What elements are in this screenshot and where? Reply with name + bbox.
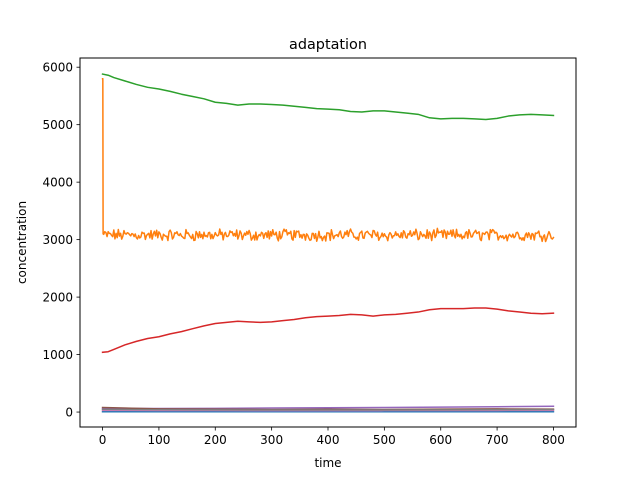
y-tick-label: 3000 xyxy=(42,233,73,247)
x-tick-label: 0 xyxy=(99,433,107,447)
y-tick-label: 6000 xyxy=(42,60,73,74)
y-axis-label: concentration xyxy=(15,201,29,284)
series-line-2 xyxy=(101,77,555,243)
y-tick-label: 4000 xyxy=(42,175,73,189)
x-tick-label: 200 xyxy=(204,433,227,447)
x-axis-ticks: 0 100 200 300 400 500 600 700 800 xyxy=(99,427,565,447)
series-line-3 xyxy=(101,73,555,121)
y-tick-label: 0 xyxy=(65,405,73,419)
x-tick-label: 800 xyxy=(542,433,565,447)
x-tick-label: 100 xyxy=(147,433,170,447)
y-axis-ticks: 0 1000 2000 3000 4000 5000 6000 xyxy=(42,60,80,419)
series-line-4 xyxy=(101,307,555,354)
x-tick-label: 300 xyxy=(260,433,283,447)
chart-title: adaptation xyxy=(289,37,367,53)
series-layer xyxy=(101,73,555,413)
y-tick-label: 1000 xyxy=(42,348,73,362)
y-tick-label: 2000 xyxy=(42,290,73,304)
x-tick-label: 600 xyxy=(429,433,452,447)
x-tick-label: 400 xyxy=(317,433,340,447)
y-tick-label: 5000 xyxy=(42,118,73,132)
x-axis-label: time xyxy=(314,456,341,470)
x-tick-label: 500 xyxy=(373,433,396,447)
series-line-8 xyxy=(101,408,555,411)
x-tick-label: 700 xyxy=(486,433,509,447)
